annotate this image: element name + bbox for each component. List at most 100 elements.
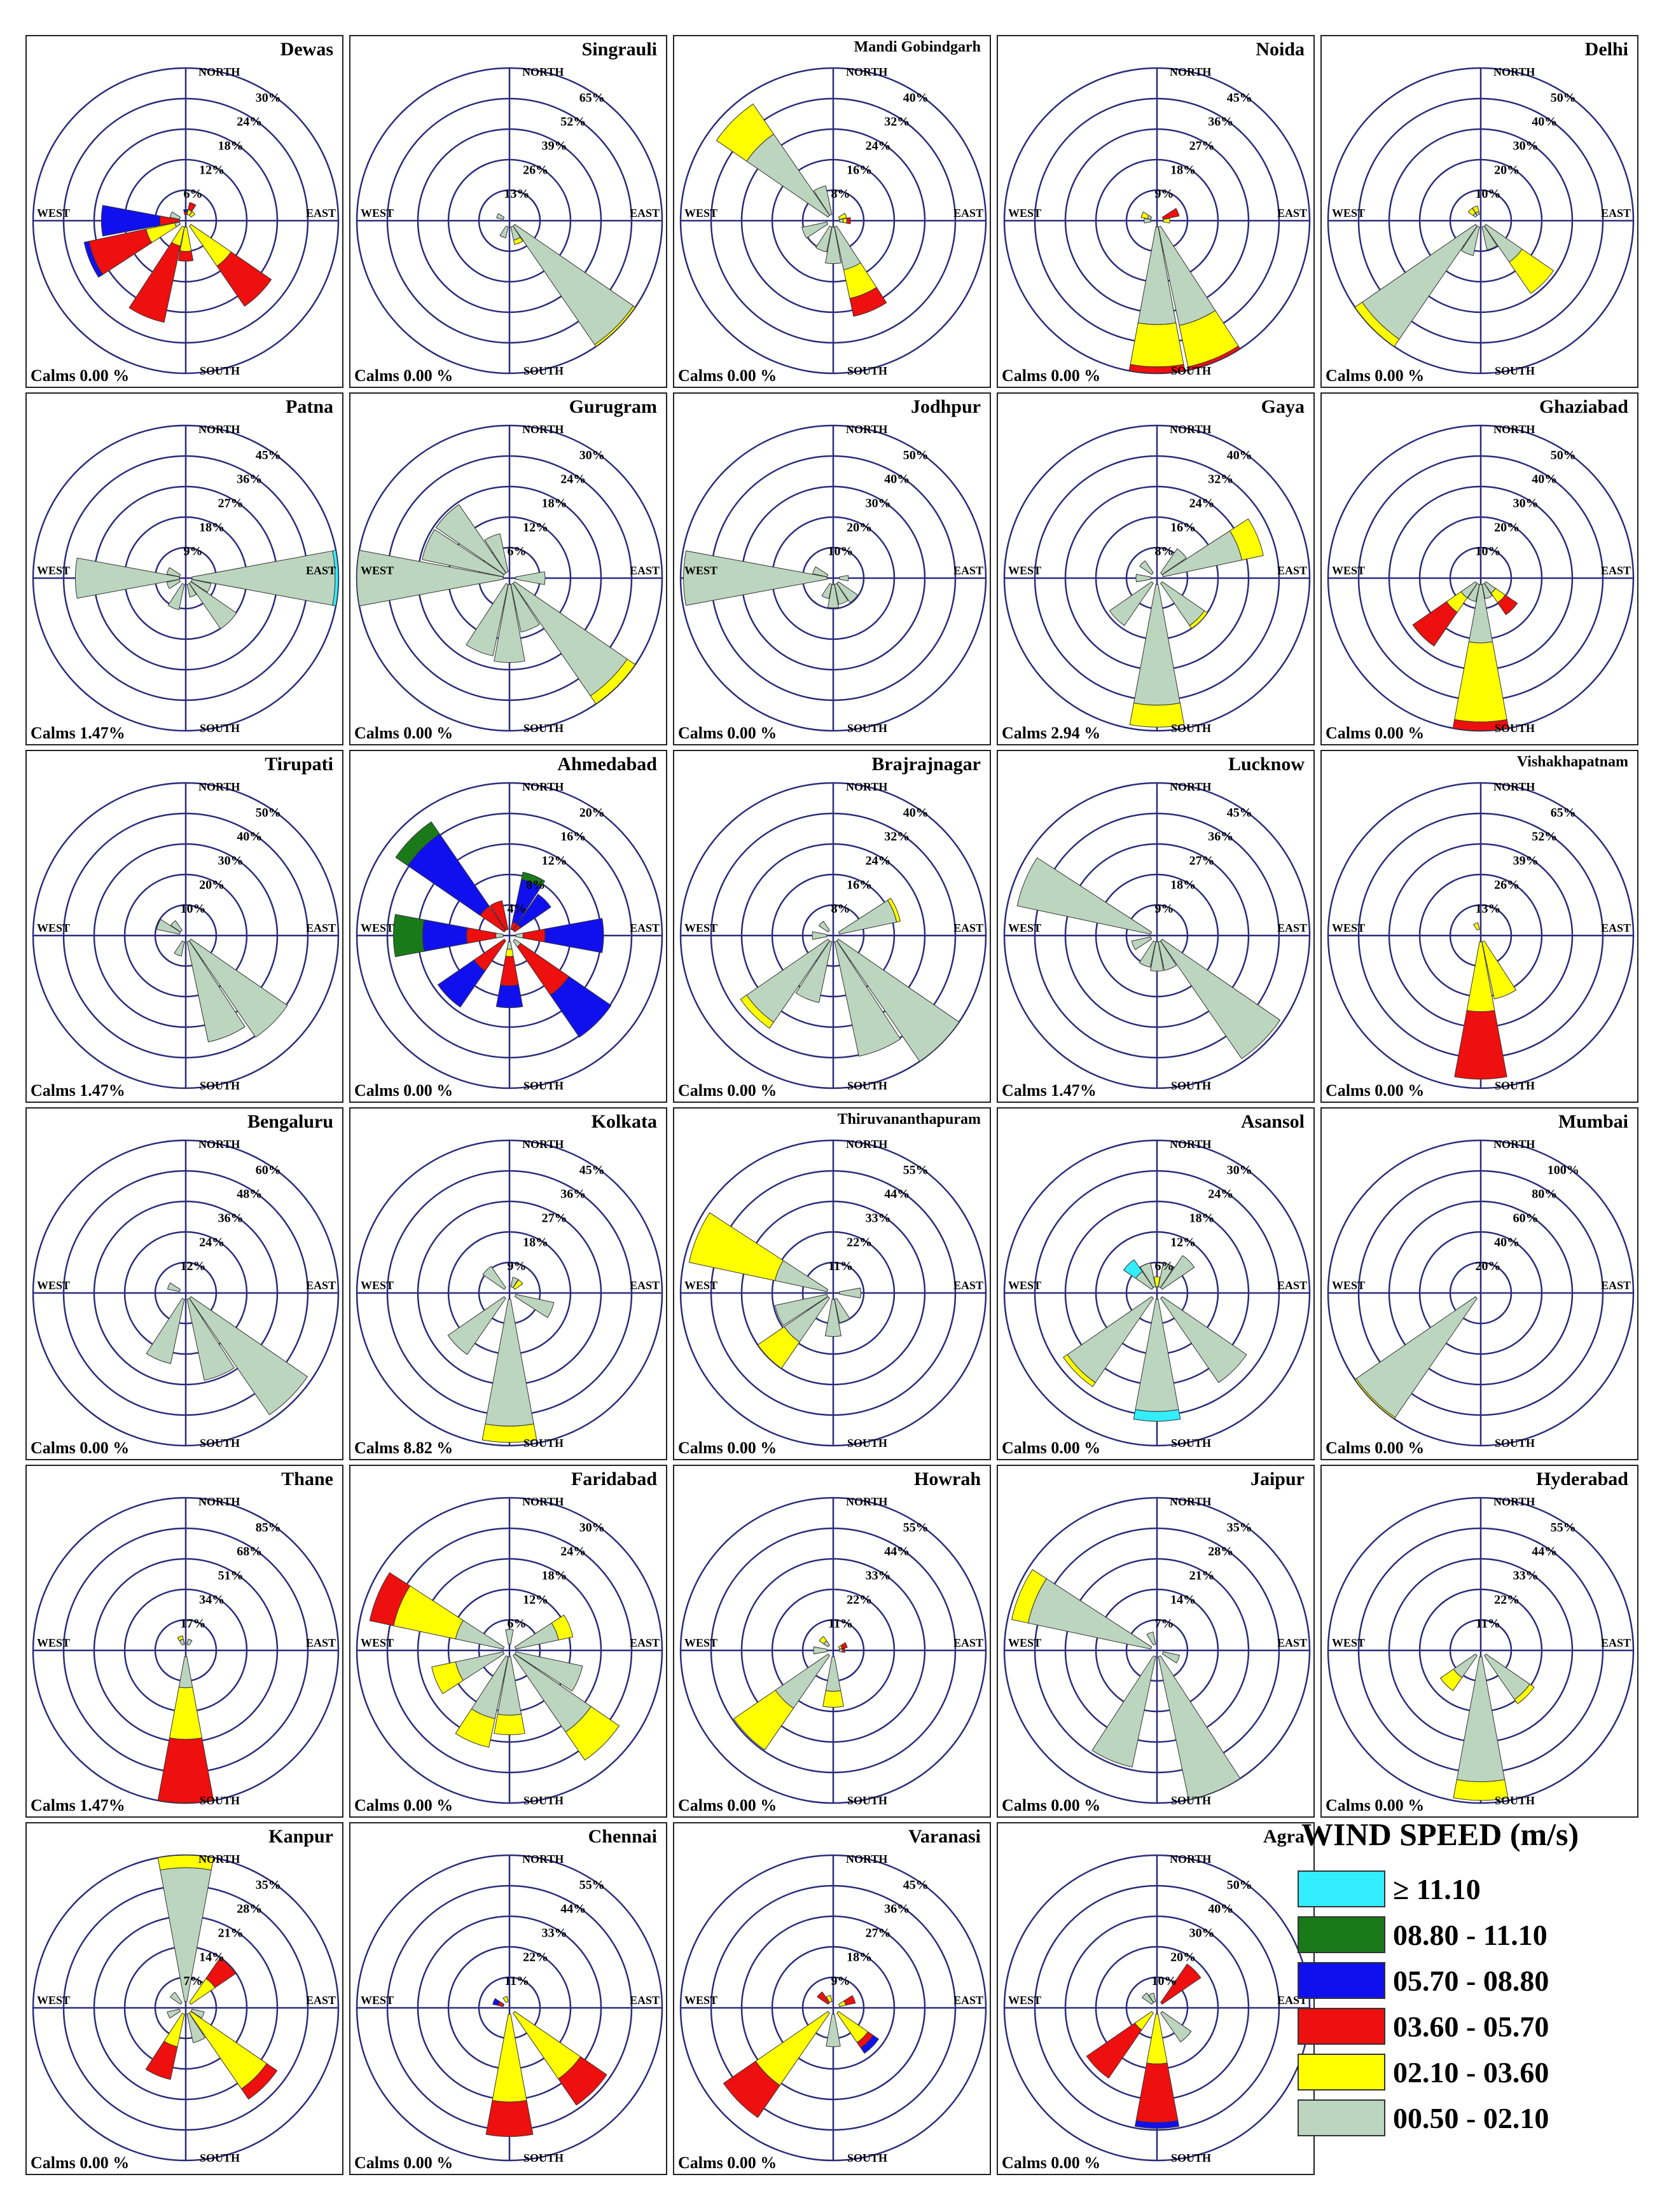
wind-sector <box>551 1614 574 1641</box>
ring-label: 36% <box>237 473 262 487</box>
ring-label: 40% <box>1532 473 1557 487</box>
wind-sector <box>522 929 546 943</box>
wind-sector <box>1134 2120 1180 2129</box>
wind-rose-panel: 11% 22% 33% 44% 55% NORTH SOUTH EAST WEST Chennai… <box>349 1822 667 2175</box>
wind-rose-panel: 6% 12% 18% 24% 30% NORTH SOUTH EAST WEST Dewas Cal… <box>25 35 343 388</box>
wind-sector <box>595 664 636 705</box>
wind-rose-panel: 8% 16% 24% 32% 40% NORTH SOUTH EAST WEST Gaya Calm… <box>997 392 1315 745</box>
wind-rose-chart: 7% 14% 21% 28% 35% NORTH SOUTH EAST WEST <box>1003 1495 1311 1807</box>
wind-sector <box>167 2008 181 2019</box>
wind-sector <box>170 920 183 933</box>
wind-rose-chart: 11% 22% 33% 44% 55% NORTH SOUTH EAST WEST <box>679 1138 987 1449</box>
direction-label: SOUTH <box>1171 1437 1211 1449</box>
wind-sector <box>188 581 237 630</box>
wind-sector <box>1158 1262 1175 1289</box>
direction-label: SOUTH <box>1171 1794 1211 1807</box>
calms-label: Calms 0.00 % <box>354 366 454 385</box>
wind-rose-panel: 7% 14% 21% 28% 35% NORTH SOUTH EAST WEST Kanpur Ca… <box>25 1822 343 2175</box>
wind-sector <box>716 103 775 162</box>
wind-sector <box>514 1294 555 1318</box>
ring-label: 44% <box>884 1545 910 1559</box>
ring-label: 18% <box>847 1950 872 1964</box>
wind-rose-panel: 10% 20% 30% 40% 50% NORTH SOUTH EAST WEST Jodhpur… <box>673 392 991 745</box>
wind-rose-panel: 11% 22% 33% 44% 55% NORTH SOUTH EAST WEST Thiruva… <box>673 1107 991 1460</box>
wind-sector <box>1150 941 1164 972</box>
wind-sector <box>839 575 849 581</box>
wind-rose-panel: 10% 20% 30% 40% 50% NORTH SOUTH EAST WEST Agra Cal… <box>997 1822 1315 2175</box>
ring-label: 20% <box>1170 1950 1196 1964</box>
direction-label: EAST <box>1601 1636 1631 1649</box>
ring-label: 32% <box>884 830 910 844</box>
ring-label: 27% <box>1189 854 1215 868</box>
direction-label: SOUTH <box>200 2152 240 2164</box>
wind-sector <box>840 1642 848 1649</box>
wind-sector <box>166 579 181 590</box>
direction-label: SOUTH <box>200 364 240 377</box>
wind-sector <box>186 2012 206 2043</box>
ring-label: 22% <box>847 1235 872 1249</box>
wind-rose-chart: 8% 16% 24% 32% 40% NORTH SOUTH EAST WEST <box>679 66 987 377</box>
ring-label: 30% <box>579 448 605 462</box>
ring-label: 22% <box>847 1593 872 1607</box>
wind-rose-panel: 12% 24% 36% 48% 60% NORTH SOUTH EAST WEST Bengalu… <box>25 1107 343 1460</box>
direction-label: EAST <box>306 1636 336 1649</box>
ring-label: 8% <box>831 902 850 916</box>
legend-entry: 00.50 - 02.10 <box>1298 2098 1628 2138</box>
wind-sector <box>505 1629 514 1645</box>
wind-sector <box>801 221 829 239</box>
direction-label: NORTH <box>1170 1138 1211 1151</box>
direction-label: SOUTH <box>523 1079 564 1092</box>
direction-label: SOUTH <box>523 2152 564 2164</box>
wind-sector <box>512 581 628 696</box>
wind-sector <box>839 1648 843 1653</box>
wind-sector <box>1139 1262 1156 1289</box>
wind-sector <box>1135 1299 1179 1412</box>
legend-label: 03.60 - 05.70 <box>1393 2010 1549 2043</box>
direction-label: WEST <box>1008 922 1041 934</box>
wind-sector <box>495 985 523 1008</box>
direction-label: NORTH <box>198 1495 240 1508</box>
wind-sector <box>558 2056 607 2106</box>
wind-rose-panel: 9% 18% 27% 36% 45% NORTH SOUTH EAST WEST Noida Cal… <box>997 35 1315 388</box>
calms-label: Calms 0.00 % <box>1002 2153 1101 2172</box>
wind-rose-panel: 9% 18% 27% 36% 45% NORTH SOUTH EAST WEST Varanasi… <box>673 1822 991 2175</box>
wind-sector <box>494 584 525 663</box>
wind-rose-chart: 12% 24% 36% 48% 60% NORTH SOUTH EAST WEST <box>32 1138 340 1449</box>
wind-sector <box>795 940 833 1003</box>
wind-sector <box>514 1651 583 1692</box>
ring-label: 30% <box>579 1521 605 1535</box>
ring-label: 40% <box>1532 115 1557 129</box>
ring-label: 9% <box>184 544 203 558</box>
direction-label: WEST <box>684 207 717 219</box>
wind-rose-chart: 10% 20% 30% 40% 50% NORTH SOUTH EAST WEST <box>679 423 987 735</box>
wind-sector <box>1140 211 1150 219</box>
wind-rose-chart: 13% 26% 39% 52% 65% NORTH SOUTH EAST WEST <box>1327 780 1635 1092</box>
ring-label: 26% <box>1494 878 1520 892</box>
ring-label: 30% <box>1189 1926 1215 1940</box>
ring-label: 52% <box>560 115 586 129</box>
legend-entry: ≥ 11.10 <box>1298 1869 1628 1909</box>
wind-rose-chart: 11% 22% 33% 44% 55% NORTH SOUTH EAST WEST <box>679 1495 987 1807</box>
direction-label: WEST <box>1332 1636 1365 1649</box>
city-title: Gurugram <box>569 396 657 417</box>
ring-label: 65% <box>579 91 605 105</box>
wind-sector <box>813 185 833 216</box>
ring-label: 33% <box>866 1212 891 1226</box>
ring-label: 6% <box>184 187 203 201</box>
wind-sector <box>183 209 188 212</box>
wind-sector <box>1467 207 1476 216</box>
ring-label: 39% <box>1513 854 1539 868</box>
city-title: Bengaluru <box>247 1111 333 1132</box>
direction-label: NORTH <box>846 423 887 436</box>
wind-sector <box>499 225 509 238</box>
city-title: Agra <box>1263 1826 1305 1847</box>
ring-label: 50% <box>1227 1878 1252 1892</box>
wind-sector <box>1161 207 1180 220</box>
wind-rose-panel: 11% 22% 33% 44% 55% NORTH SOUTH EAST WEST Hyderab… <box>1320 1465 1638 1818</box>
wind-sector <box>186 1638 193 1646</box>
wind-sector <box>733 1689 794 1751</box>
city-title: Jodhpur <box>910 396 981 417</box>
wind-sector <box>826 2014 841 2047</box>
wind-sector <box>1016 857 1153 935</box>
direction-label: EAST <box>630 207 660 219</box>
